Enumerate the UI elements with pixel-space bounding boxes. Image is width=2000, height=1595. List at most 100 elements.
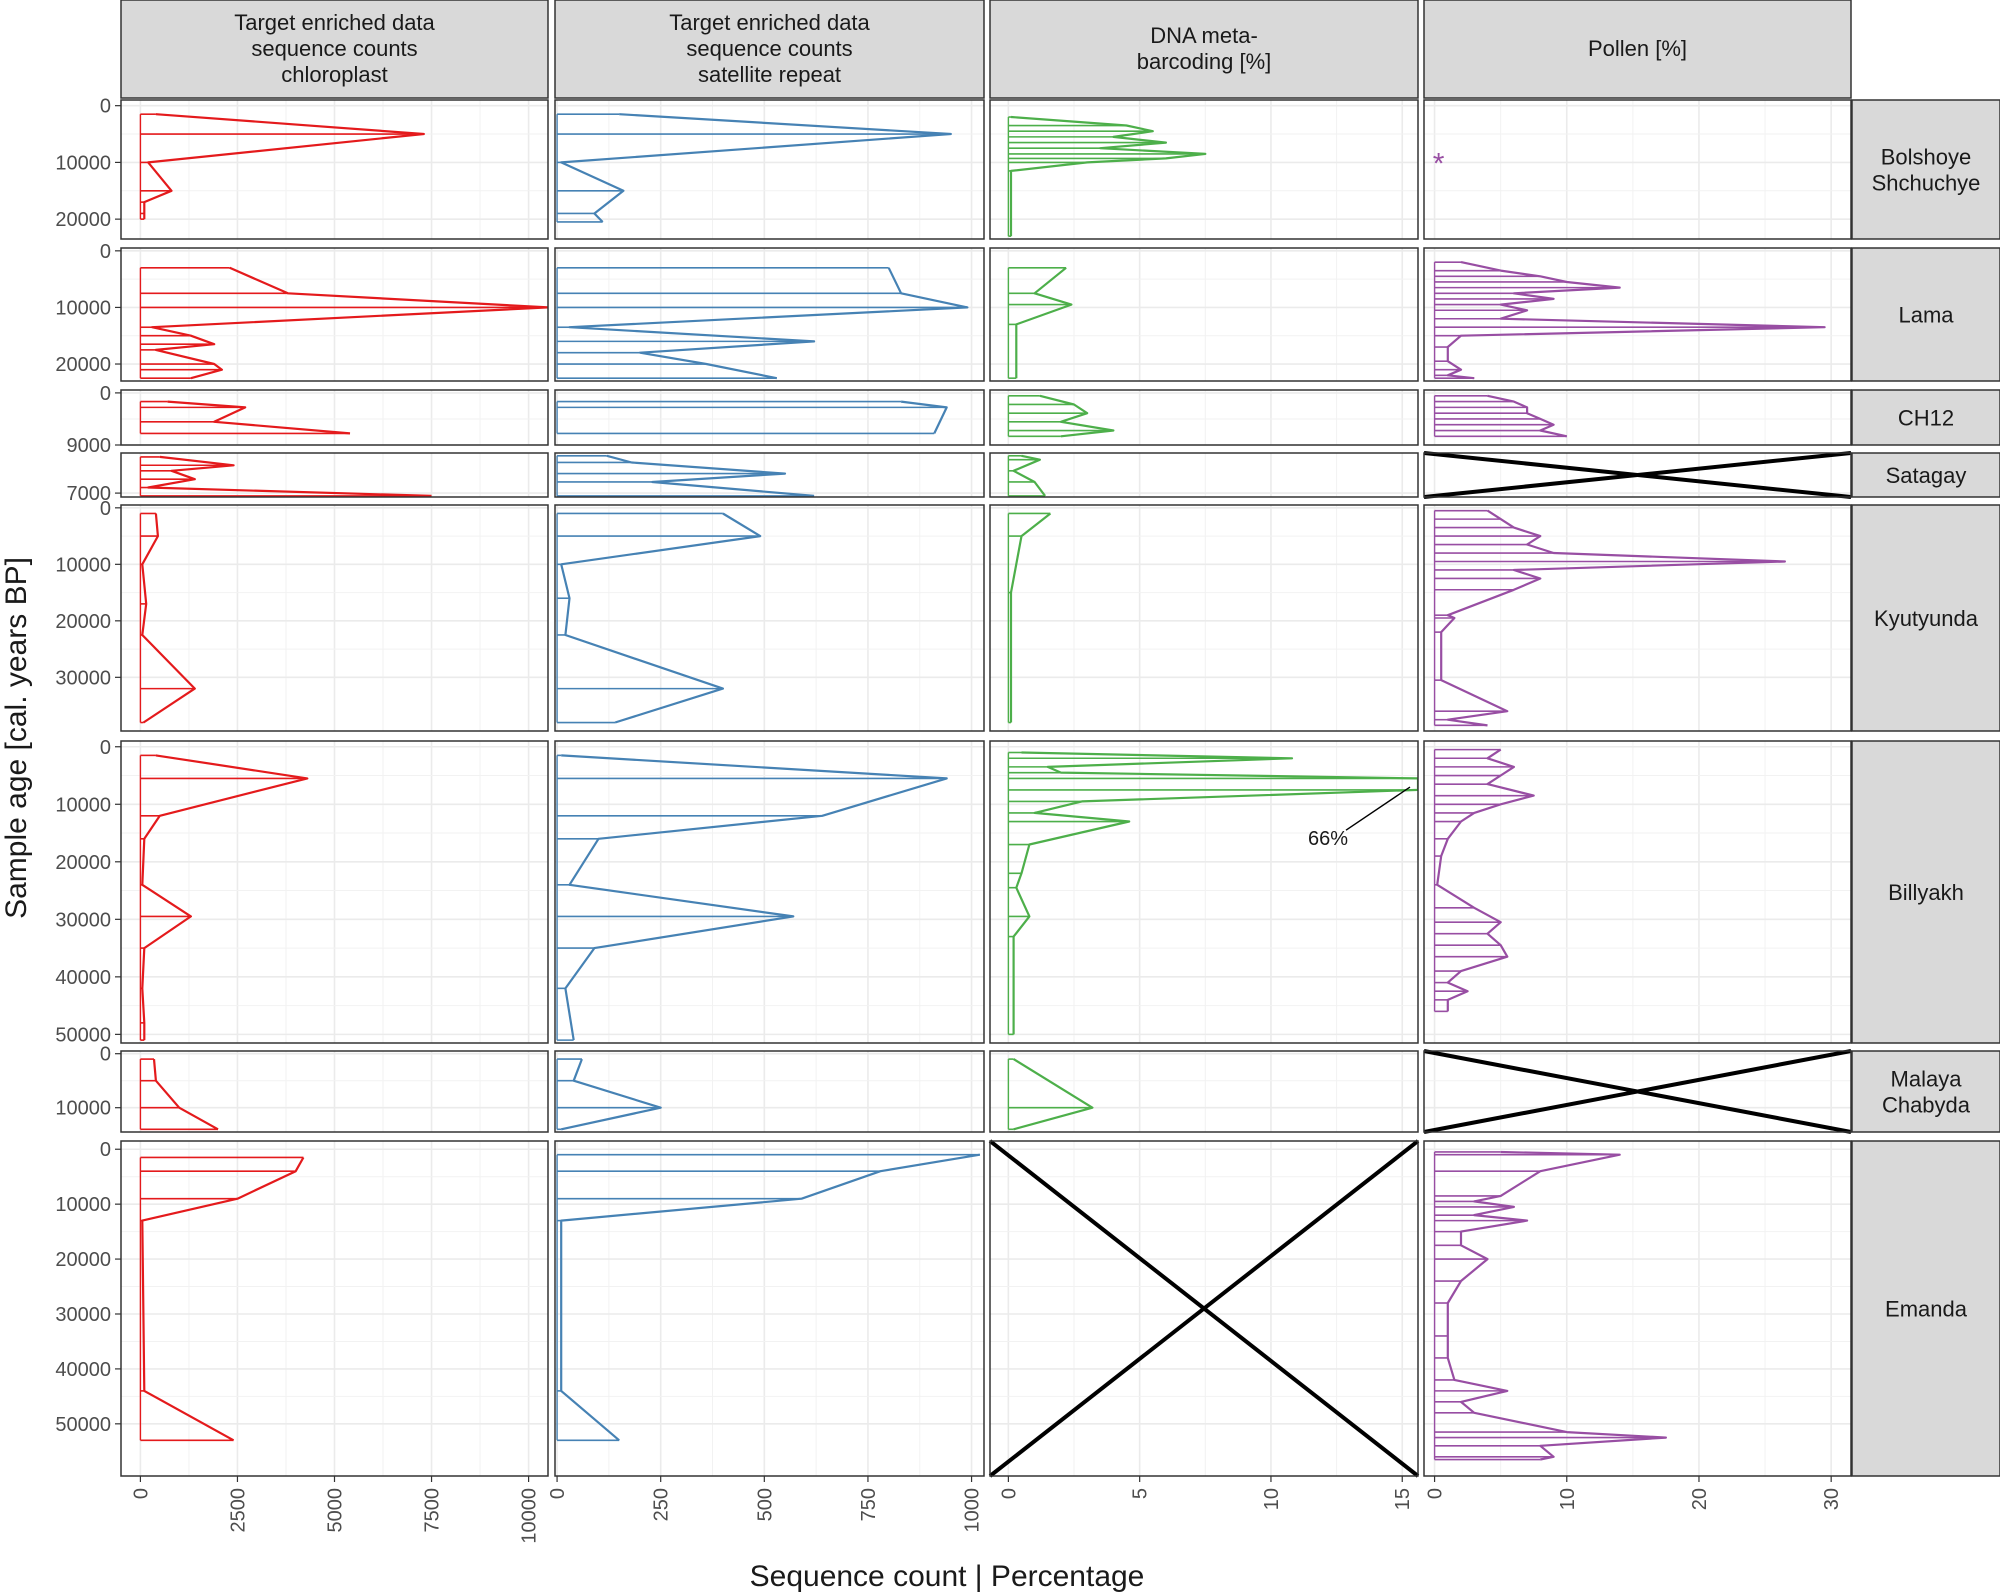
series-line-pollen (1440, 509, 1786, 727)
series-line-sat (900, 400, 948, 434)
panel-bg-satagay-dna (990, 453, 1418, 497)
panel-bg-malaya-chabyda-sat (555, 1051, 984, 1132)
panel-frame-satagay-chloro (120, 452, 549, 498)
y-tick-label-billyakh: 40000 (55, 967, 111, 989)
x-axis-title: Sequence count | Percentage (750, 1560, 1145, 1593)
site-strip-kyutyunda (1851, 504, 2000, 732)
series-kyutyunda-dna (1007, 512, 1052, 724)
panel-frame-satagay-pollen (1423, 452, 1852, 498)
strip-label-dna: DNA meta- (1150, 23, 1258, 48)
y-tick-label-emanda: 40000 (55, 1359, 111, 1381)
series-line-chloro (141, 754, 309, 1041)
panel-frame-billyakh-chloro (120, 740, 549, 1044)
site-label-malaya-chabyda: Chabyda (1882, 1093, 1971, 1118)
panel-bg-malaya-chabyda-dna (990, 1051, 1418, 1132)
panel-frame-ch12-chloro (120, 389, 549, 446)
panel-frame-bolshoye-shchuchye-sat (554, 99, 985, 240)
site-strip-lama (1851, 247, 2000, 382)
strip-dna (989, 0, 1419, 99)
series-satagay-sat (556, 454, 815, 497)
series-ch12-pollen (1433, 394, 1568, 438)
series-line-sat (560, 512, 762, 724)
series-line-dna (1039, 394, 1115, 438)
panel-bg-billyakh-pollen (1424, 741, 1851, 1043)
y-tick-label-satagay: 7000 (67, 483, 112, 505)
strip-label-chloro: sequence counts (251, 36, 417, 61)
panel-frame-malaya-chabyda-sat (554, 1050, 985, 1133)
y-tick-label-ch12: 0 (100, 383, 111, 405)
y-tick-label-ch12: 9000 (67, 435, 112, 457)
series-ch12-chloro (139, 400, 351, 435)
series-line-sat (606, 454, 815, 497)
panel-bg-emanda-sat (555, 1141, 984, 1476)
panel-frame-bolshoye-shchuchye-chloro (120, 99, 549, 240)
y-tick-label-malaya-chabyda: 10000 (55, 1098, 111, 1120)
site-strip-bolshoye-shchuchye (1851, 99, 2000, 240)
series-bolshoye-shchuchye-sat (556, 113, 952, 223)
panel-frame-kyutyunda-chloro (120, 504, 549, 732)
y-tick-label-kyutyunda: 20000 (55, 611, 111, 633)
y-tick-label-lama: 20000 (55, 354, 111, 376)
series-line-sat (568, 267, 969, 380)
x-tick-label-chloro: 10000 (519, 1488, 541, 1544)
panel-bg-bolshoye-shchuchye-dna (990, 100, 1418, 239)
panel-frame-malaya-chabyda-dna (989, 1050, 1419, 1133)
x-tick-label-chloro: 0 (130, 1488, 152, 1499)
panel-frame-kyutyunda-sat (554, 504, 985, 732)
strip-pollen (1423, 0, 1852, 99)
panel-frame-ch12-dna (989, 389, 1419, 446)
y-tick-label-kyutyunda: 0 (100, 498, 111, 520)
series-line-chloro (167, 400, 351, 435)
x-tick-label-dna: 5 (1130, 1488, 1152, 1499)
no-data-cross (1423, 451, 1852, 499)
series-billyakh-dna (1007, 751, 1418, 1036)
panel-bg-billyakh-dna (990, 741, 1418, 1043)
y-tick-label-emanda: 30000 (55, 1304, 111, 1326)
panel-frame-emanda-dna (989, 1140, 1419, 1477)
site-strip-satagay (1851, 452, 2000, 498)
y-tick-label-lama: 0 (100, 241, 111, 263)
x-tick-label-sat: 0 (547, 1488, 569, 1499)
panel-bg-kyutyunda-sat (555, 505, 984, 731)
panel-frame-satagay-sat (554, 452, 985, 498)
panel-frame-kyutyunda-dna (989, 504, 1419, 732)
series-line-sat (560, 1153, 981, 1442)
y-tick-label-billyakh: 30000 (55, 909, 111, 931)
no-data-cross (988, 1139, 1420, 1478)
panel-frame-lama-chloro (120, 247, 549, 382)
site-label-kyutyunda: Kyutyunda (1874, 606, 1979, 631)
y-axis-title: Sample age [cal. years BP] (0, 557, 33, 919)
annotation-leader (1345, 786, 1411, 831)
series-line-chloro (141, 513, 196, 724)
series-lama-chloro (139, 266, 548, 380)
panel-frame-lama-pollen (1423, 247, 1852, 382)
annotation-66-percent: 66% (1308, 828, 1348, 850)
strip-label-pollen: Pollen [%] (1588, 36, 1687, 61)
panel-frame-bolshoye-shchuchye-dna (989, 99, 1419, 240)
series-line-pollen (1487, 394, 1568, 438)
y-tick-label-kyutyunda: 10000 (55, 554, 111, 576)
series-malaya-chabyda-dna (1007, 1058, 1094, 1131)
strip-label-sat: Target enriched data (669, 10, 870, 35)
series-line-chloro (141, 1156, 305, 1442)
series-lama-dna (1007, 266, 1073, 379)
series-kyutyunda-sat (556, 512, 762, 724)
site-strip-billyakh (1851, 740, 2000, 1044)
y-tick-label-bolshoye-shchuchye: 10000 (55, 152, 111, 174)
series-ch12-dna (1007, 394, 1115, 438)
series-line-pollen (1436, 748, 1535, 1012)
site-label-billyakh: Billyakh (1888, 880, 1964, 905)
y-tick-label-billyakh: 10000 (55, 794, 111, 816)
panel-frame-ch12-pollen (1423, 389, 1852, 446)
y-tick-label-billyakh: 50000 (55, 1024, 111, 1046)
panel-frame-malaya-chabyda-chloro (120, 1050, 549, 1133)
series-kyutyunda-chloro (139, 512, 196, 724)
x-tick-label-dna: 15 (1392, 1488, 1414, 1510)
series-emanda-pollen (1433, 1150, 1667, 1461)
series-line-chloro (151, 266, 548, 380)
series-billyakh-sat (556, 754, 948, 1041)
frame-layer (115, 0, 2000, 1482)
panel-frame-billyakh-sat (554, 740, 985, 1044)
series-bolshoye-shchuchye-chloro (139, 113, 425, 220)
